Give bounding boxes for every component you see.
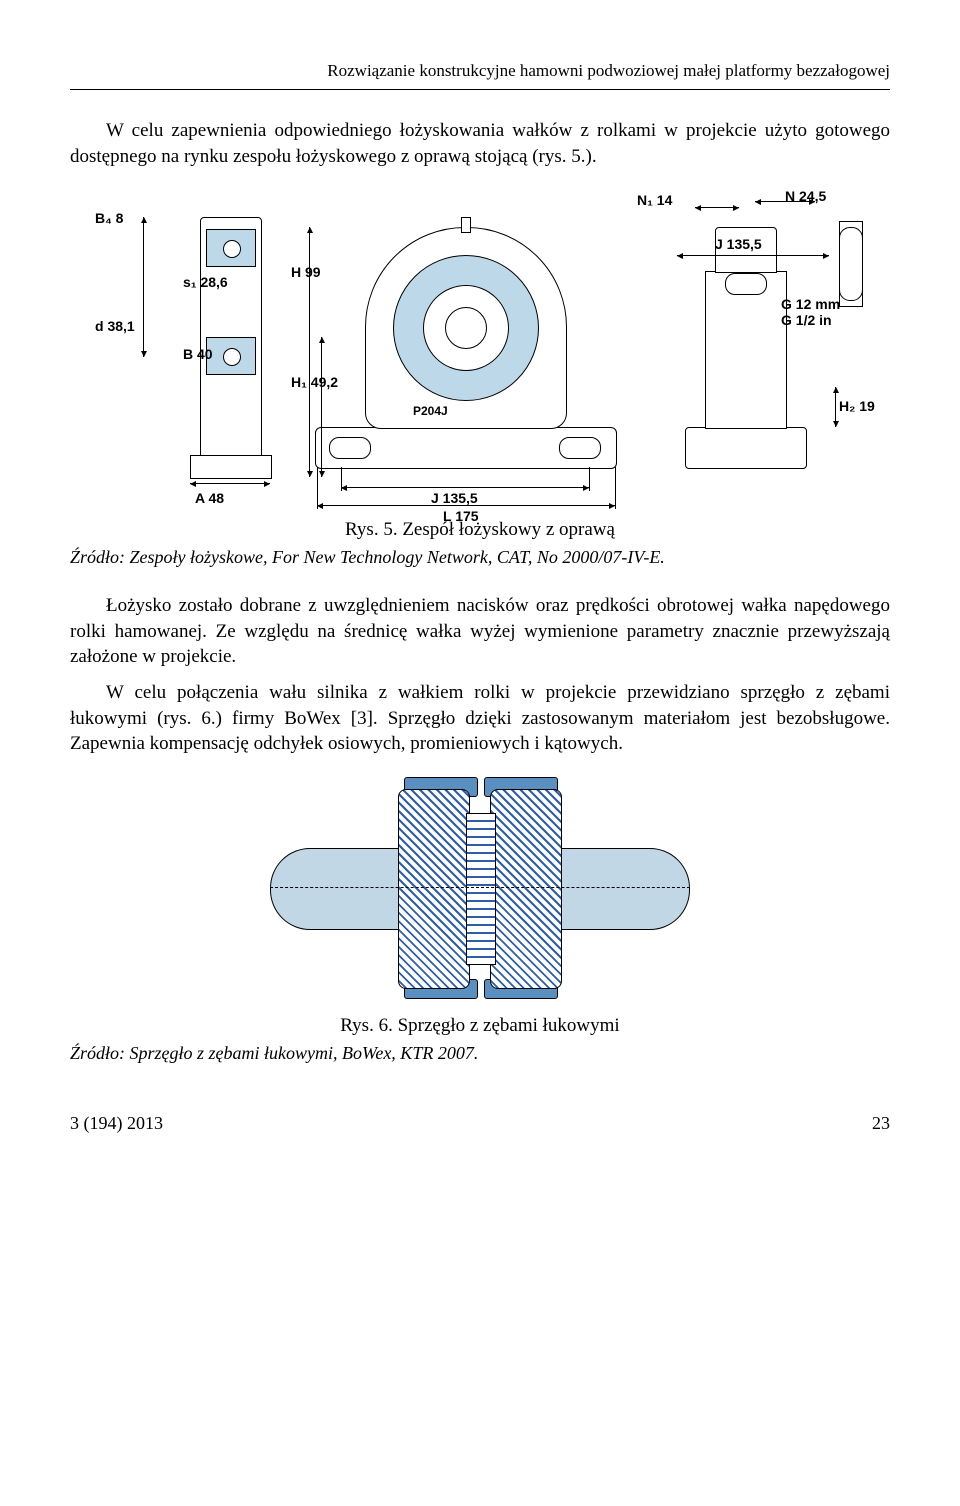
figure-6-caption: Rys. 6. Sprzęgło z zębami łukowymi [70,1013,890,1039]
dim-h2: H₂ 19 [839,397,875,416]
figure-6 [270,773,690,1003]
pillow-block-side [655,227,835,477]
running-header: Rozwiązanie konstrukcyjne hamowni podwoz… [70,60,890,83]
dim-h: H 99 [291,263,321,282]
header-rule [70,89,890,90]
paragraph-2: Łożysko zostało dobrane z uwzględnieniem… [70,593,890,670]
dim-l: L 175 [443,507,479,526]
hub-left [398,789,470,989]
dim-j-top: J 135,5 [715,235,762,254]
figure-5-caption: Rys. 5. Zespół łożyskowy z oprawą [70,517,890,543]
dim-g2: G 1/2 in [781,311,832,330]
dim-n: N 24,5 [785,187,826,206]
pillow-block-front: P204J [315,227,615,477]
page-number: 23 [872,1111,890,1135]
hub-right [490,789,562,989]
centerline [270,887,690,888]
dim-b: B 40 [183,345,213,364]
unit-marking: P204J [413,403,448,419]
figure-5: P204J B₄ 8 d 38,1 s₁ 28,6 B 40 A 48 H 99… [95,187,865,507]
figure-6-source: Źródło: Sprzęgło z zębami łukowymi, BoWe… [70,1041,890,1065]
dim-s1: s₁ 28,6 [183,273,228,292]
paragraph-3: W celu połączenia wału silnika z wałkiem… [70,680,890,757]
dim-a: A 48 [195,489,224,508]
dim-b4: B₄ 8 [95,209,123,228]
center-sleeve [466,813,496,965]
figure-5-source: Źródło: Zespoły łożyskowe, For New Techn… [70,545,890,569]
issue-label: 3 (194) 2013 [70,1111,163,1135]
paragraph-1: W celu zapewnienia odpowiedniego łożysko… [70,118,890,169]
dim-d: d 38,1 [95,317,135,336]
page-footer: 3 (194) 2013 23 [70,1111,890,1135]
dim-n1: N₁ 14 [637,191,672,210]
dim-h1: H₁ 49,2 [291,373,338,392]
